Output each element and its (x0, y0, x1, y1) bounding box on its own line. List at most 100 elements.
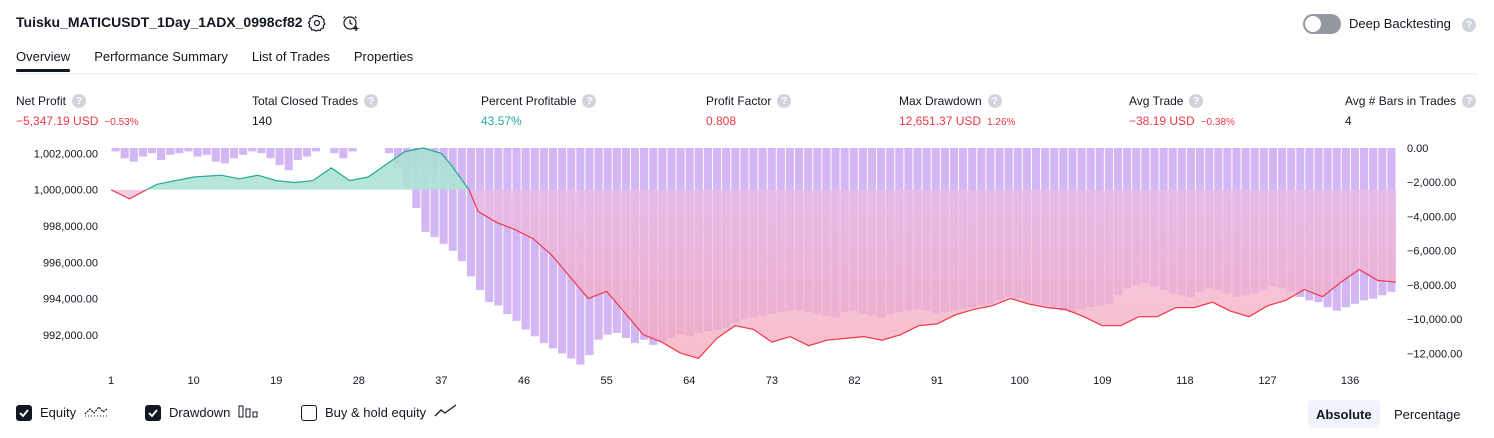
tab-overview[interactable]: Overview (16, 49, 71, 72)
drawdown-bar (111, 148, 120, 152)
metric-label: Net Profit? (16, 94, 139, 108)
y-right-tick-label: −12,000.00 (1407, 348, 1462, 360)
metric-label: Total Closed Trades? (252, 94, 379, 108)
buy-hold-label: Buy & hold equity (325, 405, 427, 420)
metric-value-main: 0.808 (706, 114, 737, 128)
metric-value: 140 (252, 114, 378, 128)
y-left-tick-label: 996,000.00 (43, 257, 98, 269)
y-right-tick-label: −4,000.00 (1407, 211, 1456, 223)
metric-value: 43.57% (481, 114, 596, 128)
metric-info-icon[interactable]: ? (364, 94, 379, 108)
drawdown-label: Drawdown (169, 405, 231, 420)
metric-label-text: Total Closed Trades (252, 94, 359, 108)
metric-info-icon[interactable]: ? (1189, 94, 1204, 108)
add-alert-clock-icon[interactable] (342, 14, 360, 32)
drawdown-bar (147, 148, 157, 154)
drawdown-bar (157, 148, 166, 160)
y-left-tick-label: 1,002,000.00 (34, 148, 98, 160)
toggle-knob (1305, 16, 1321, 32)
x-tick-label: 64 (683, 375, 695, 387)
x-tick-label: 28 (353, 375, 365, 387)
tab-properties[interactable]: Properties (353, 49, 414, 64)
metric-label-text: Avg # Bars in Trades (1345, 94, 1457, 108)
tab-bar: Overview Performance Summary List of Tra… (16, 49, 437, 72)
x-tick-label: 127 (1258, 375, 1276, 387)
drawdown-bar (184, 148, 193, 152)
drawdown-bar (166, 148, 175, 155)
x-tick-label: 37 (435, 375, 447, 387)
deep-backtesting-toggle[interactable] (1303, 14, 1341, 34)
buy-hold-checkbox[interactable] (301, 404, 317, 421)
metric-value: 0.808 (706, 114, 791, 128)
metric-max-drawdown: Max Drawdown? 12,651.37 USD 1.26% (899, 94, 1015, 128)
metric-value-secondary: −0.38% (1200, 117, 1235, 128)
legend-buy-hold[interactable]: Buy & hold equity (301, 404, 458, 421)
settings-gear-icon[interactable] (308, 14, 326, 32)
drawdown-bar (421, 148, 430, 232)
deep-backtesting-label: Deep Backtesting (1349, 16, 1451, 31)
metric-label: Profit Factor? (706, 94, 792, 108)
metric-info-icon[interactable]: ? (987, 94, 1002, 108)
equity-label: Equity (40, 405, 77, 420)
x-tick-label: 82 (848, 375, 860, 387)
tab-list-of-trades[interactable]: List of Trades (251, 49, 330, 64)
y-right-tick-label: −2,000.00 (1407, 177, 1456, 189)
metric-info-icon[interactable]: ? (72, 94, 87, 108)
metric-value: 12,651.37 USD 1.26% (899, 114, 1015, 128)
y-right-tick-label: −10,000.00 (1407, 314, 1462, 326)
metric-info-icon[interactable]: ? (582, 94, 597, 108)
x-tick-label: 100 (1010, 375, 1028, 387)
drawdown-bar (229, 148, 239, 159)
metric-value-main: 43.57% (481, 114, 522, 128)
x-tick-label: 91 (931, 375, 943, 387)
drawdown-bar (284, 148, 293, 171)
y-right-tick-label: −8,000.00 (1407, 280, 1456, 292)
drawdown-bar (302, 148, 311, 157)
x-tick-label: 46 (518, 375, 530, 387)
metric-percent-profitable: Percent Profitable? 43.57% (481, 94, 597, 128)
metric-value-main: 4 (1345, 114, 1352, 128)
legend-drawdown[interactable]: Drawdown (145, 404, 260, 421)
tab-performance-summary[interactable]: Performance Summary (94, 49, 228, 64)
drawdown-checkbox[interactable] (145, 404, 161, 421)
x-tick-label: 10 (187, 375, 199, 387)
metric-info-icon[interactable]: ? (777, 94, 792, 108)
mode-absolute-button[interactable]: Absolute (1308, 400, 1380, 428)
metric-value-main: 140 (252, 114, 273, 128)
metric-value: −5,347.19 USD −0.53% (16, 114, 139, 128)
drawdown-bar (330, 148, 339, 154)
drawdown-bar (521, 148, 530, 330)
metric-label-text: Avg Trade (1129, 94, 1184, 108)
x-tick-label: 19 (270, 375, 282, 387)
y-left-tick-label: 998,000.00 (43, 221, 98, 233)
drawdown-bar (457, 148, 466, 261)
legend-equity[interactable]: Equity (16, 404, 108, 421)
metric-value-secondary: 1.26% (987, 117, 1016, 128)
drawdown-bar (266, 148, 275, 159)
equity-drawdown-chart[interactable]: 1,002,000.00 1,000,000.00 998,000.00 996,00… (0, 140, 1494, 400)
metric-label: Avg # Bars in Trades? (1345, 94, 1477, 108)
drawdown-bar (512, 148, 521, 321)
metric-label: Max Drawdown? (899, 94, 1015, 108)
metric-label-text: Net Profit (16, 94, 67, 108)
metric-value-main: −5,347.19 USD (16, 114, 99, 128)
drawdown-bars-icon (238, 404, 260, 421)
drawdown-bar (193, 148, 202, 157)
drawdown-bar (485, 148, 494, 303)
metric-info-icon[interactable]: ? (1462, 94, 1477, 108)
drawdown-bar (430, 148, 439, 238)
deep-backtesting-help-icon[interactable]: ? (1462, 18, 1476, 32)
metric-label-text: Max Drawdown (899, 94, 982, 108)
drawdown-bar (439, 148, 448, 244)
drawdown-bar (530, 148, 539, 337)
mode-percentage-button[interactable]: Percentage (1394, 406, 1461, 422)
metric-value-main: −38.19 USD (1129, 114, 1195, 128)
metric-value-secondary: −0.53% (104, 117, 139, 128)
drawdown-bar (248, 148, 257, 152)
equity-checkbox[interactable] (16, 404, 32, 421)
metric-value-main: 12,651.37 USD (899, 114, 982, 128)
drawdown-bar (211, 148, 220, 162)
drawdown-bar (257, 148, 266, 154)
drawdown-bar (275, 148, 284, 166)
drawdown-bar (494, 148, 503, 306)
